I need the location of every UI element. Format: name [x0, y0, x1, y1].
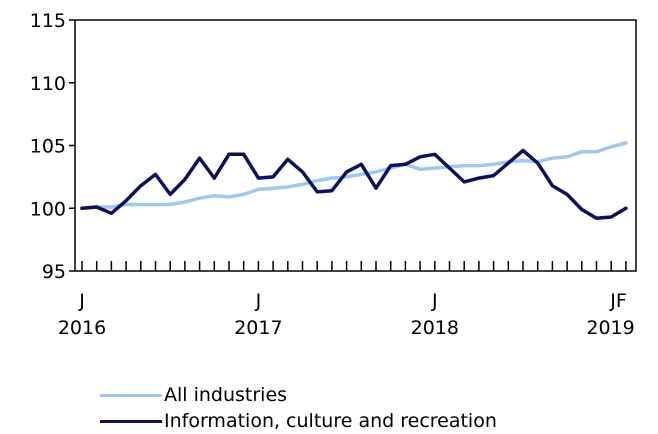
x-tick-label-year: 2018 — [411, 317, 459, 339]
y-axis-ticks — [69, 19, 75, 272]
x-tick-label-year: 2016 — [58, 317, 106, 339]
y-axis-tick-labels: 95 100 105 110 115 — [30, 10, 66, 283]
x-axis-tick-labels: J 2016 J 2017 J 2018 JF 2019 — [58, 290, 635, 339]
legend-label-information-culture-recreation: Information, culture and recreation — [164, 410, 497, 432]
series-line-information-culture-recreation — [80, 148, 628, 221]
x-tick-label-month: J — [78, 290, 85, 312]
y-tick-label-110: 110 — [30, 73, 66, 95]
line-chart: 95 100 105 110 115 J 2016 J 2017 J 2018 JF 2019 — [30, 10, 637, 339]
legend-item-information-culture-recreation: Information, culture and recreation — [100, 408, 497, 434]
series-lines — [80, 141, 628, 221]
legend-swatch-all-industries — [100, 393, 162, 397]
x-tick-label-year: 2019 — [586, 317, 634, 339]
y-tick-label-100: 100 — [30, 198, 66, 220]
x-tick-label-month: JF — [609, 290, 627, 312]
plot-area-frame — [74, 19, 637, 272]
legend: All industries Information, culture and … — [100, 382, 497, 434]
x-tick-label-month: J — [431, 290, 438, 312]
legend-swatch-information-culture-recreation — [100, 419, 162, 423]
legend-label-all-industries: All industries — [164, 384, 288, 406]
x-tick-label-month: J — [255, 290, 262, 312]
legend-item-all-industries: All industries — [100, 382, 497, 408]
y-tick-label-105: 105 — [30, 136, 66, 158]
x-tick-label-year: 2017 — [234, 317, 282, 339]
x-axis-ticks — [81, 261, 627, 271]
y-tick-label-95: 95 — [42, 261, 66, 283]
y-tick-label-115: 115 — [30, 10, 66, 32]
